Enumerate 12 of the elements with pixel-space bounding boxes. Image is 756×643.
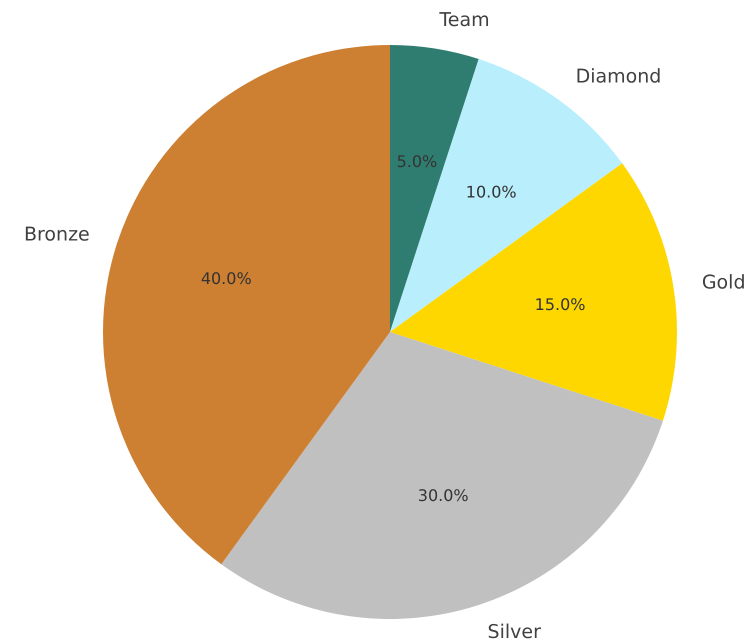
data-label: 40.0%: [200, 268, 252, 288]
slice-label: Team: [438, 9, 490, 32]
data-label: 30.0%: [418, 486, 469, 505]
slice-label: Bronze: [24, 223, 90, 246]
pie-slice: [104, 45, 390, 564]
slice-label: Gold: [702, 272, 746, 294]
data-label: 5.0%: [396, 152, 438, 171]
pie-slice: [221, 332, 663, 619]
slice-label: Silver: [488, 621, 542, 643]
data-label: 15.0%: [534, 295, 586, 314]
data-label: 10.0%: [466, 182, 517, 202]
slice-label: Diamond: [576, 66, 662, 88]
